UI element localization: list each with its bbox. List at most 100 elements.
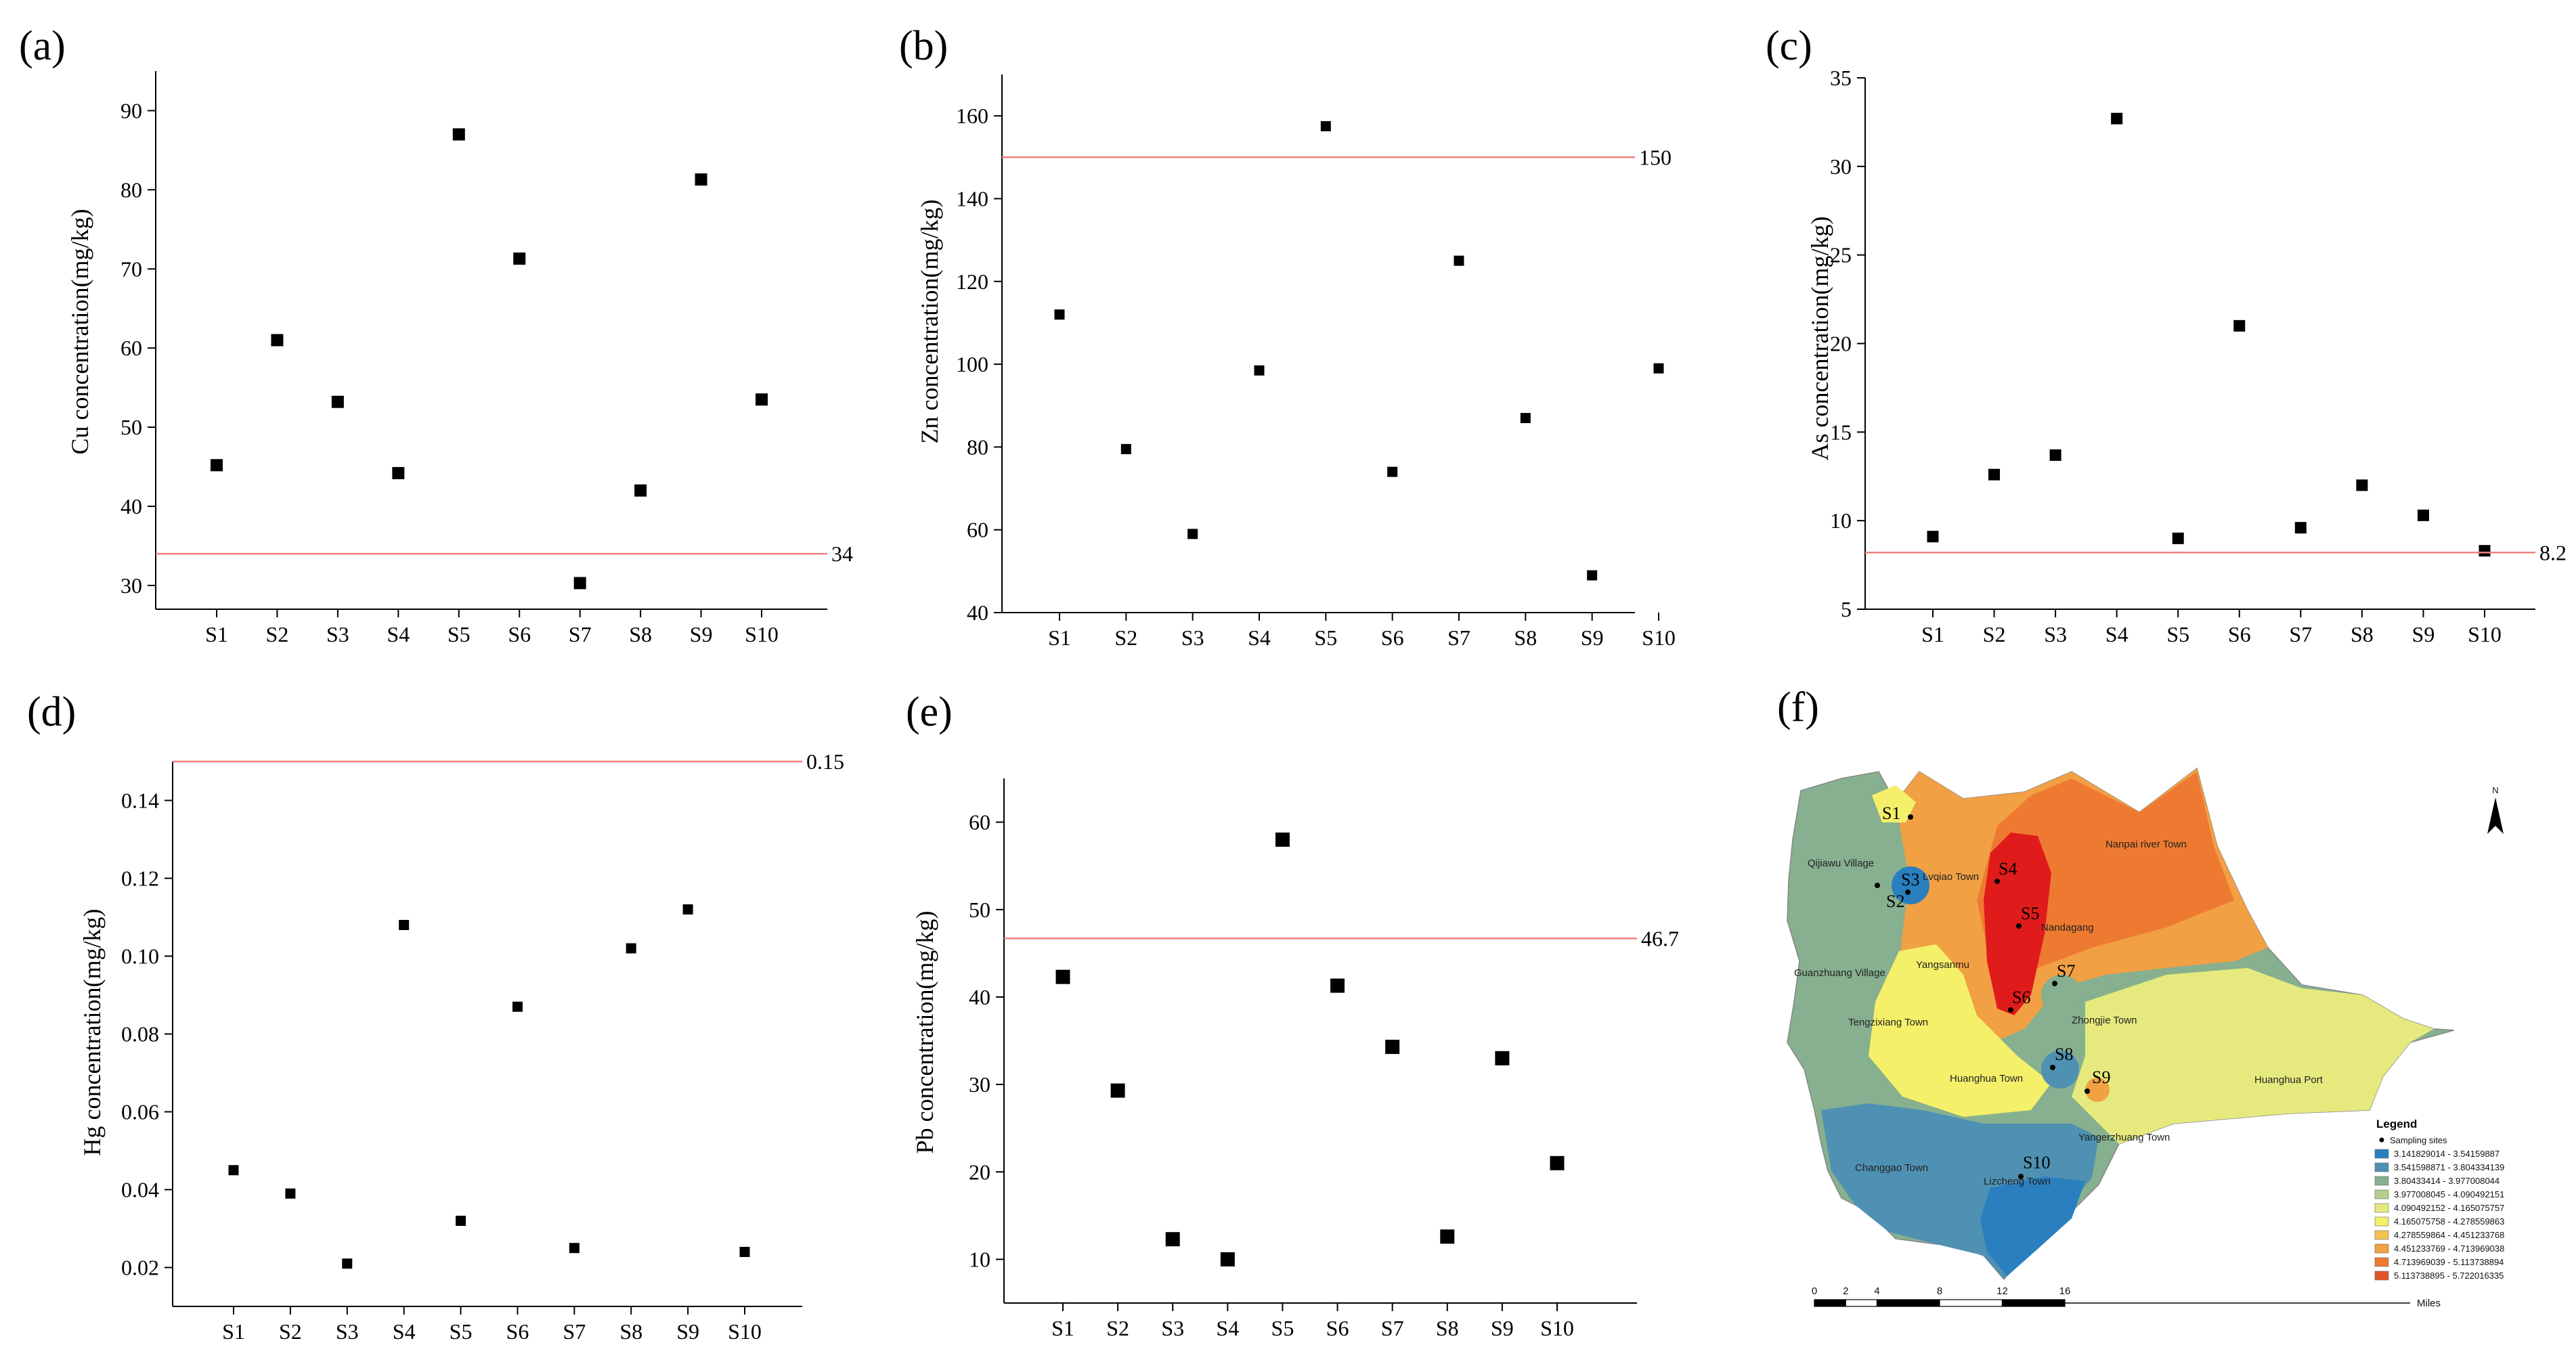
x-tick-label: S8 bbox=[619, 1319, 642, 1344]
place-yangerzhuang: Yangerzhuang Town bbox=[2078, 1132, 2170, 1143]
legend-bin-label: 3.541598871 - 3.804334139 bbox=[2394, 1162, 2504, 1172]
y-tick-label: 40 bbox=[967, 600, 988, 625]
data-point-s1 bbox=[228, 1165, 239, 1176]
x-tick-label: S7 bbox=[563, 1319, 586, 1344]
data-point-s1 bbox=[1054, 309, 1065, 320]
y-tick-label: 100 bbox=[956, 352, 988, 376]
panel-a-y-axis-label: Cu concentration(mg/kg) bbox=[66, 209, 93, 455]
map-site-dot bbox=[2018, 1174, 2024, 1179]
y-tick-label: 70 bbox=[121, 257, 142, 281]
map-scale-bar: Miles 0 2 4 8 12 16 bbox=[1812, 1285, 2441, 1309]
data-point-s6 bbox=[512, 1001, 523, 1012]
y-tick-label: 80 bbox=[121, 177, 142, 202]
legend-bin-label: 4.713969039 - 5.113738894 bbox=[2394, 1257, 2504, 1267]
y-tick-label: 20 bbox=[969, 1160, 990, 1184]
data-point-s9 bbox=[1587, 570, 1598, 581]
x-tick-label: S4 bbox=[1216, 1316, 1239, 1340]
data-point-s4 bbox=[1254, 365, 1265, 376]
map-site-label-s7: S7 bbox=[2057, 961, 2075, 981]
data-point-s1 bbox=[1927, 531, 1939, 543]
map-site-label-s4: S4 bbox=[1999, 859, 2017, 879]
x-tick-label: S1 bbox=[205, 622, 228, 646]
place-nanpai: Nanpai river Town bbox=[2105, 839, 2187, 850]
x-tick-label: S7 bbox=[1381, 1316, 1404, 1340]
data-point-s6 bbox=[513, 252, 526, 265]
scale-tick-label: 4 bbox=[1874, 1285, 1879, 1297]
panel-b-zn-chart: (b) Zn concentration(mg/kg) 40 60 80 100 120… bbox=[899, 23, 1676, 650]
x-tick-label: S6 bbox=[1381, 625, 1404, 650]
data-point-s10 bbox=[1550, 1155, 1565, 1170]
panel-a-cu-chart: (a) Cu concentration(mg/kg) 30 40 50 60 70 80… bbox=[19, 23, 853, 646]
x-tick-label: S10 bbox=[1540, 1316, 1574, 1340]
scale-segment bbox=[1814, 1299, 1846, 1307]
y-tick-label: 0.14 bbox=[121, 789, 159, 813]
scale-segment bbox=[2001, 1299, 2066, 1307]
x-tick-label: S10 bbox=[2468, 622, 2502, 646]
legend-bin-label: 5.113738895 - 5.722016335 bbox=[2394, 1271, 2504, 1281]
data-point-s9 bbox=[2417, 509, 2429, 521]
legend-swatch bbox=[2374, 1271, 2389, 1281]
place-huanghua-town: Huanghua Town bbox=[1950, 1073, 2023, 1084]
x-tick-label: S2 bbox=[266, 622, 289, 646]
x-tick-label: S1 bbox=[1051, 1316, 1074, 1340]
x-tick-label: S10 bbox=[745, 622, 779, 646]
data-point-s6 bbox=[2233, 319, 2246, 332]
data-point-s9 bbox=[682, 904, 693, 914]
legend-swatch bbox=[2374, 1243, 2389, 1254]
x-tick-label: S9 bbox=[676, 1319, 699, 1344]
data-point-s4 bbox=[399, 920, 410, 930]
data-point-s3 bbox=[342, 1258, 353, 1269]
x-tick-label: S9 bbox=[2412, 622, 2435, 646]
x-tick-label: S9 bbox=[1491, 1316, 1514, 1340]
map-site-dot bbox=[1908, 814, 1913, 820]
data-point-s7 bbox=[1385, 1040, 1400, 1055]
panel-c-as-chart: (c) As concentration(mg/kg) 5 10 15 20 25 30 3… bbox=[1766, 23, 2567, 646]
data-point-s8 bbox=[626, 943, 636, 954]
x-tick-label: S8 bbox=[629, 622, 652, 646]
x-tick-label: S3 bbox=[1181, 625, 1204, 650]
y-tick-label: 20 bbox=[1830, 332, 1852, 356]
y-tick-label: 80 bbox=[967, 435, 988, 459]
panel-d-hg-chart: (d) Hg concentration(mg/kg) 0.02 0.04 0.06… bbox=[27, 689, 844, 1344]
legend-bin-label: 3.977008045 - 4.090492151 bbox=[2394, 1189, 2504, 1199]
x-tick-label: S8 bbox=[1436, 1316, 1459, 1340]
data-point-s6 bbox=[1330, 978, 1345, 993]
reference-line-label: 150 bbox=[1639, 145, 1672, 169]
y-tick-label: 0.12 bbox=[121, 866, 159, 891]
y-tick-label: 25 bbox=[1830, 243, 1852, 267]
reference-line-label: 46.7 bbox=[1641, 926, 1679, 950]
map-site-dot bbox=[1875, 883, 1880, 888]
map-site-dot bbox=[1905, 889, 1911, 895]
legend-title: Legend bbox=[2376, 1118, 2417, 1130]
y-tick-label: 50 bbox=[121, 415, 142, 439]
reference-line-label: 8.2 bbox=[2539, 540, 2567, 565]
panel-c-label: (c) bbox=[1766, 23, 1812, 69]
x-tick-label: S6 bbox=[508, 622, 531, 646]
x-tick-label: S2 bbox=[1106, 1316, 1129, 1340]
panel-b-label: (b) bbox=[899, 23, 948, 69]
place-lizcheng: Lizcheng Town bbox=[1984, 1176, 2051, 1187]
data-point-s7 bbox=[1454, 255, 1464, 266]
map-zone-south-deep bbox=[1980, 1176, 2085, 1276]
x-tick-label: S1 bbox=[1921, 622, 1944, 646]
data-point-s1 bbox=[211, 459, 223, 472]
y-tick-label: 90 bbox=[121, 98, 142, 123]
panel-a-label: (a) bbox=[19, 23, 66, 69]
y-tick-label: 160 bbox=[956, 104, 988, 128]
map-site-dot bbox=[1994, 879, 2000, 884]
legend-site-dot bbox=[2379, 1137, 2384, 1143]
data-point-s5 bbox=[2172, 532, 2184, 544]
panel-f-label: (f) bbox=[1777, 684, 1819, 730]
legend-swatch bbox=[2374, 1176, 2389, 1186]
legend-swatch bbox=[2374, 1203, 2389, 1213]
data-point-s2 bbox=[1110, 1083, 1125, 1098]
x-tick-label: S4 bbox=[2105, 622, 2129, 646]
panel-d-label: (d) bbox=[27, 689, 76, 735]
scale-segment bbox=[1845, 1299, 1878, 1307]
map-site-label-s2: S2 bbox=[1886, 891, 1904, 911]
x-tick-label: S3 bbox=[1161, 1316, 1184, 1340]
data-point-s5 bbox=[1275, 832, 1290, 847]
map-zone-north-yellow bbox=[1872, 785, 1916, 822]
data-point-s8 bbox=[2356, 479, 2368, 491]
